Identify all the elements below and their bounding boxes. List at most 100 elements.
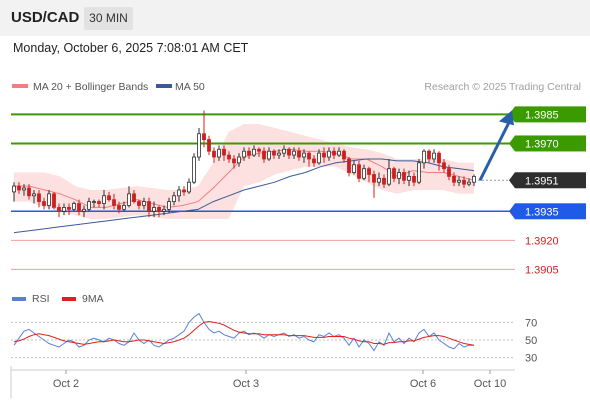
- forecast-arrow-shaft: [478, 121, 511, 181]
- candle-body: [367, 168, 371, 175]
- candle-body: [327, 150, 331, 158]
- bollinger-legend-swatch: [12, 84, 28, 88]
- level-badge-1.3985: [515, 106, 586, 123]
- candle-body: [372, 174, 376, 183]
- credit-text: Research © 2025 Trading Central: [424, 81, 581, 93]
- candle-body: [197, 133, 201, 158]
- candle-body: [137, 201, 141, 206]
- candle-body: [347, 158, 351, 173]
- candle-body: [182, 189, 186, 193]
- candle-body: [112, 199, 116, 206]
- candle-body: [357, 164, 361, 179]
- candle-body: [267, 150, 271, 160]
- candle-body: [67, 207, 71, 210]
- candle-body: [37, 193, 41, 202]
- candle-body: [472, 176, 476, 183]
- candle-body: [387, 168, 391, 185]
- candle-body: [57, 207, 61, 212]
- ma50-legend-label: MA 50: [175, 81, 205, 93]
- candle-body: [247, 150, 251, 156]
- x-axis: Oct 2 Oct 3 Oct 6 Oct 10: [10, 366, 515, 398]
- candle-body: [287, 148, 291, 156]
- level-label-1.3970: 1.3970: [525, 138, 559, 150]
- candle-body: [352, 164, 356, 173]
- ma50-legend-swatch: [156, 84, 172, 88]
- candle-body: [177, 189, 181, 197]
- candle-body: [437, 152, 441, 164]
- candle-body: [397, 172, 401, 179]
- candle-body: [107, 195, 111, 201]
- candle-body: [337, 150, 341, 156]
- x-tick-label: Oct 6: [410, 378, 436, 390]
- candle-body: [217, 148, 221, 158]
- candle-body: [207, 139, 211, 152]
- level-badge-1.3970: [515, 135, 586, 152]
- candle-body: [172, 195, 176, 202]
- candle-body: [402, 172, 406, 181]
- candle-body: [77, 203, 81, 212]
- candle-body: [242, 150, 246, 158]
- level-badge-1.3935: [515, 203, 586, 220]
- candle-body: [122, 205, 126, 210]
- candle-body: [222, 148, 226, 156]
- candle-body: [127, 193, 131, 206]
- candle-body: [332, 150, 336, 156]
- candle-body: [382, 177, 386, 185]
- rsi-legend-label: RSI: [32, 293, 50, 305]
- candle-body: [212, 150, 216, 158]
- level-badge-1.3951: [515, 172, 586, 189]
- header-bar: USD/CAD 30 MIN: [0, 0, 590, 36]
- candle-body: [232, 158, 236, 164]
- candle-body: [362, 168, 366, 179]
- candle-body: [47, 193, 51, 206]
- candle-body: [312, 158, 316, 164]
- level-label-1.3920: 1.3920: [525, 235, 559, 247]
- candle-body: [237, 156, 241, 164]
- bollinger-legend-label: MA 20 + Bollinger Bands: [33, 81, 148, 93]
- candle-body: [12, 185, 16, 193]
- candle-body: [392, 168, 396, 179]
- candle-body: [432, 152, 436, 160]
- candle-body: [187, 181, 191, 193]
- candle-body: [157, 207, 161, 212]
- rsi-legend-swatch: [12, 297, 26, 301]
- timeframe-badge[interactable]: 30 MIN: [84, 7, 133, 30]
- forecast-arrow-head: [499, 110, 514, 126]
- x-tick-label: Oct 10: [474, 378, 506, 390]
- candle-body: [27, 187, 31, 197]
- candle-body: [467, 181, 471, 185]
- candle-body: [452, 176, 456, 183]
- candle-body: [282, 148, 286, 154]
- pair-title: USD/CAD: [11, 9, 80, 26]
- candle-body: [417, 162, 421, 183]
- candle-body: [22, 187, 26, 191]
- candle-body: [92, 201, 96, 203]
- rsi-level-label-50: 50: [525, 335, 537, 347]
- ma9-legend-swatch: [62, 297, 76, 301]
- bollinger-band: [14, 124, 474, 219]
- candle-body: [412, 176, 416, 183]
- rsi-line: [13, 312, 474, 352]
- candle-body: [317, 152, 321, 164]
- candle-body: [322, 152, 326, 158]
- ma50-line: [13, 158, 475, 234]
- candle-body: [277, 152, 281, 156]
- timestamp: Monday, October 6, 2025 7:08:01 AM CET: [13, 41, 249, 55]
- candle-body: [117, 205, 121, 210]
- bollinger-band-area: [14, 124, 474, 219]
- candle-body: [82, 208, 86, 212]
- candle-body: [407, 176, 411, 181]
- rsi-panel: 70 50 30: [11, 312, 537, 365]
- forecast-arrow: [478, 110, 514, 181]
- candle-body: [252, 148, 256, 156]
- candle-body: [142, 201, 146, 206]
- level-label-1.3985: 1.3985: [525, 109, 559, 121]
- candle-body: [162, 208, 166, 212]
- candle-body: [72, 203, 76, 210]
- candle-body: [152, 207, 156, 212]
- rsi-ma9-line: [13, 320, 475, 346]
- candle-body: [52, 193, 56, 208]
- candle-body: [422, 150, 426, 164]
